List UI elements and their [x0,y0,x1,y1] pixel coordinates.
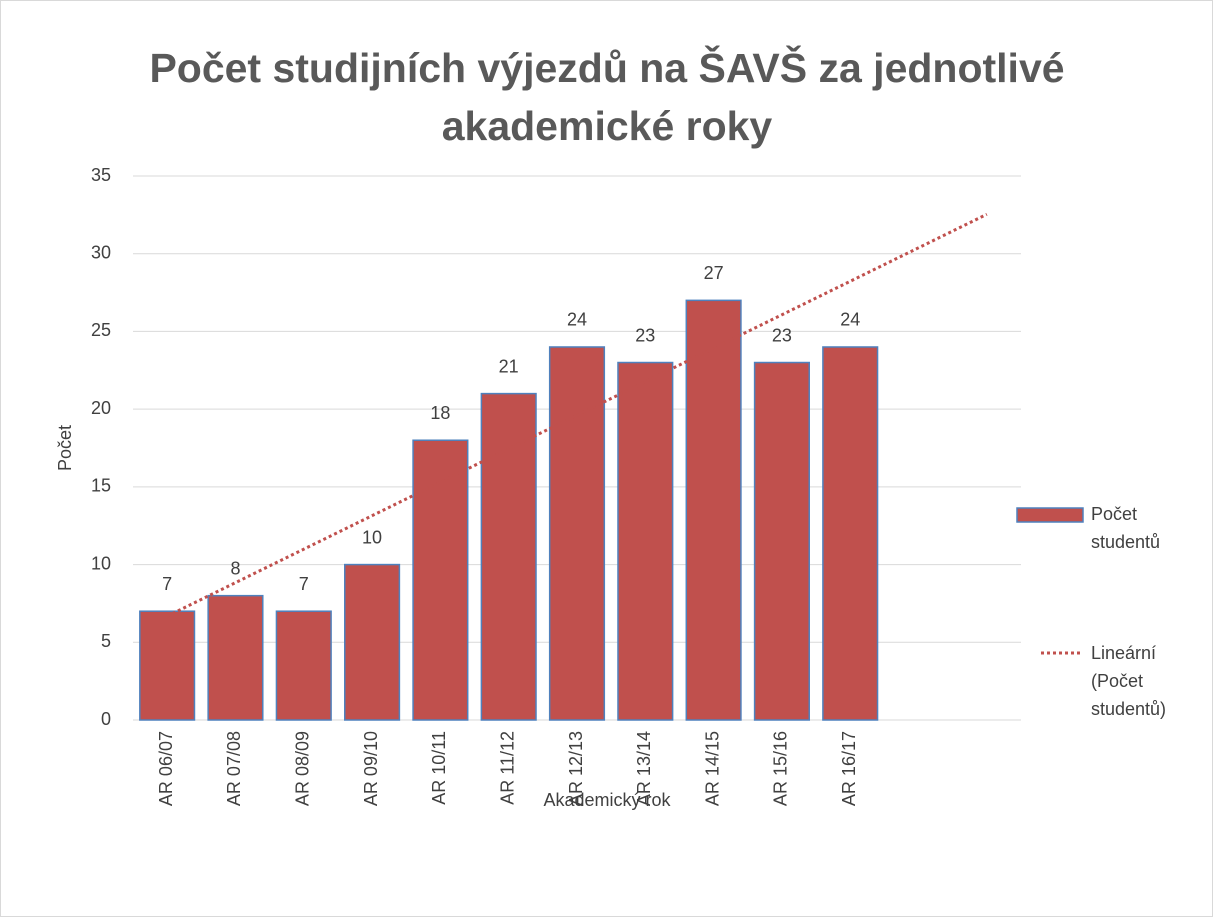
data-label: 23 [772,325,792,345]
trendline [166,212,988,618]
data-label: 7 [299,574,309,594]
y-tick-label: 35 [91,165,111,185]
y-axis-title: Počet [55,425,75,471]
data-label: 7 [162,574,172,594]
y-tick-label: 25 [91,320,111,340]
x-tick-label: AR 13/14 [634,731,654,806]
chart-title: Počet studijních výjezdů na ŠAVŠ za jedn… [149,45,1065,149]
legend-swatch [1016,507,1084,523]
data-label: 18 [430,403,450,423]
bar [412,439,469,721]
y-tick-label: 0 [101,709,111,729]
data-label: 24 [567,310,587,330]
bar [344,563,401,721]
legend-label: Lineární (Počet studentů) [1091,643,1167,719]
data-label: 24 [840,310,860,330]
bar [822,346,879,721]
bar [685,299,742,721]
data-label: 27 [704,263,724,283]
data-label: 8 [230,558,240,578]
x-tick-label: AR 15/16 [771,731,791,806]
y-tick-label: 20 [91,398,111,418]
x-tick-label: AR 12/13 [566,731,586,806]
bar [275,610,332,721]
data-label: 10 [362,527,382,547]
bar [548,346,606,721]
y-tick-label: 30 [91,242,111,262]
x-tick-label: AR 07/08 [224,731,244,806]
bar [207,594,264,721]
x-axis-title: Akademický rok [543,790,671,810]
x-tick-label: AR 11/12 [497,731,517,805]
legend-label: Počet studentů [1091,504,1161,552]
y-tick-label: 15 [91,476,111,496]
x-tick-label: AR 08/09 [293,731,313,806]
y-tick-label: 5 [101,631,111,651]
x-tick-label: AR 14/15 [702,731,722,806]
y-tick-label: 10 [91,553,111,573]
bar [480,392,537,721]
x-tick-label: AR 06/07 [156,731,176,806]
bar [617,361,674,721]
x-tick-label: AR 09/10 [361,731,381,806]
bar [753,361,810,721]
data-label: 23 [635,325,655,345]
data-label: 21 [499,356,519,376]
bar [139,610,196,721]
x-tick-label: AR 10/11 [429,731,449,805]
x-tick-label: AR 16/17 [839,731,859,806]
